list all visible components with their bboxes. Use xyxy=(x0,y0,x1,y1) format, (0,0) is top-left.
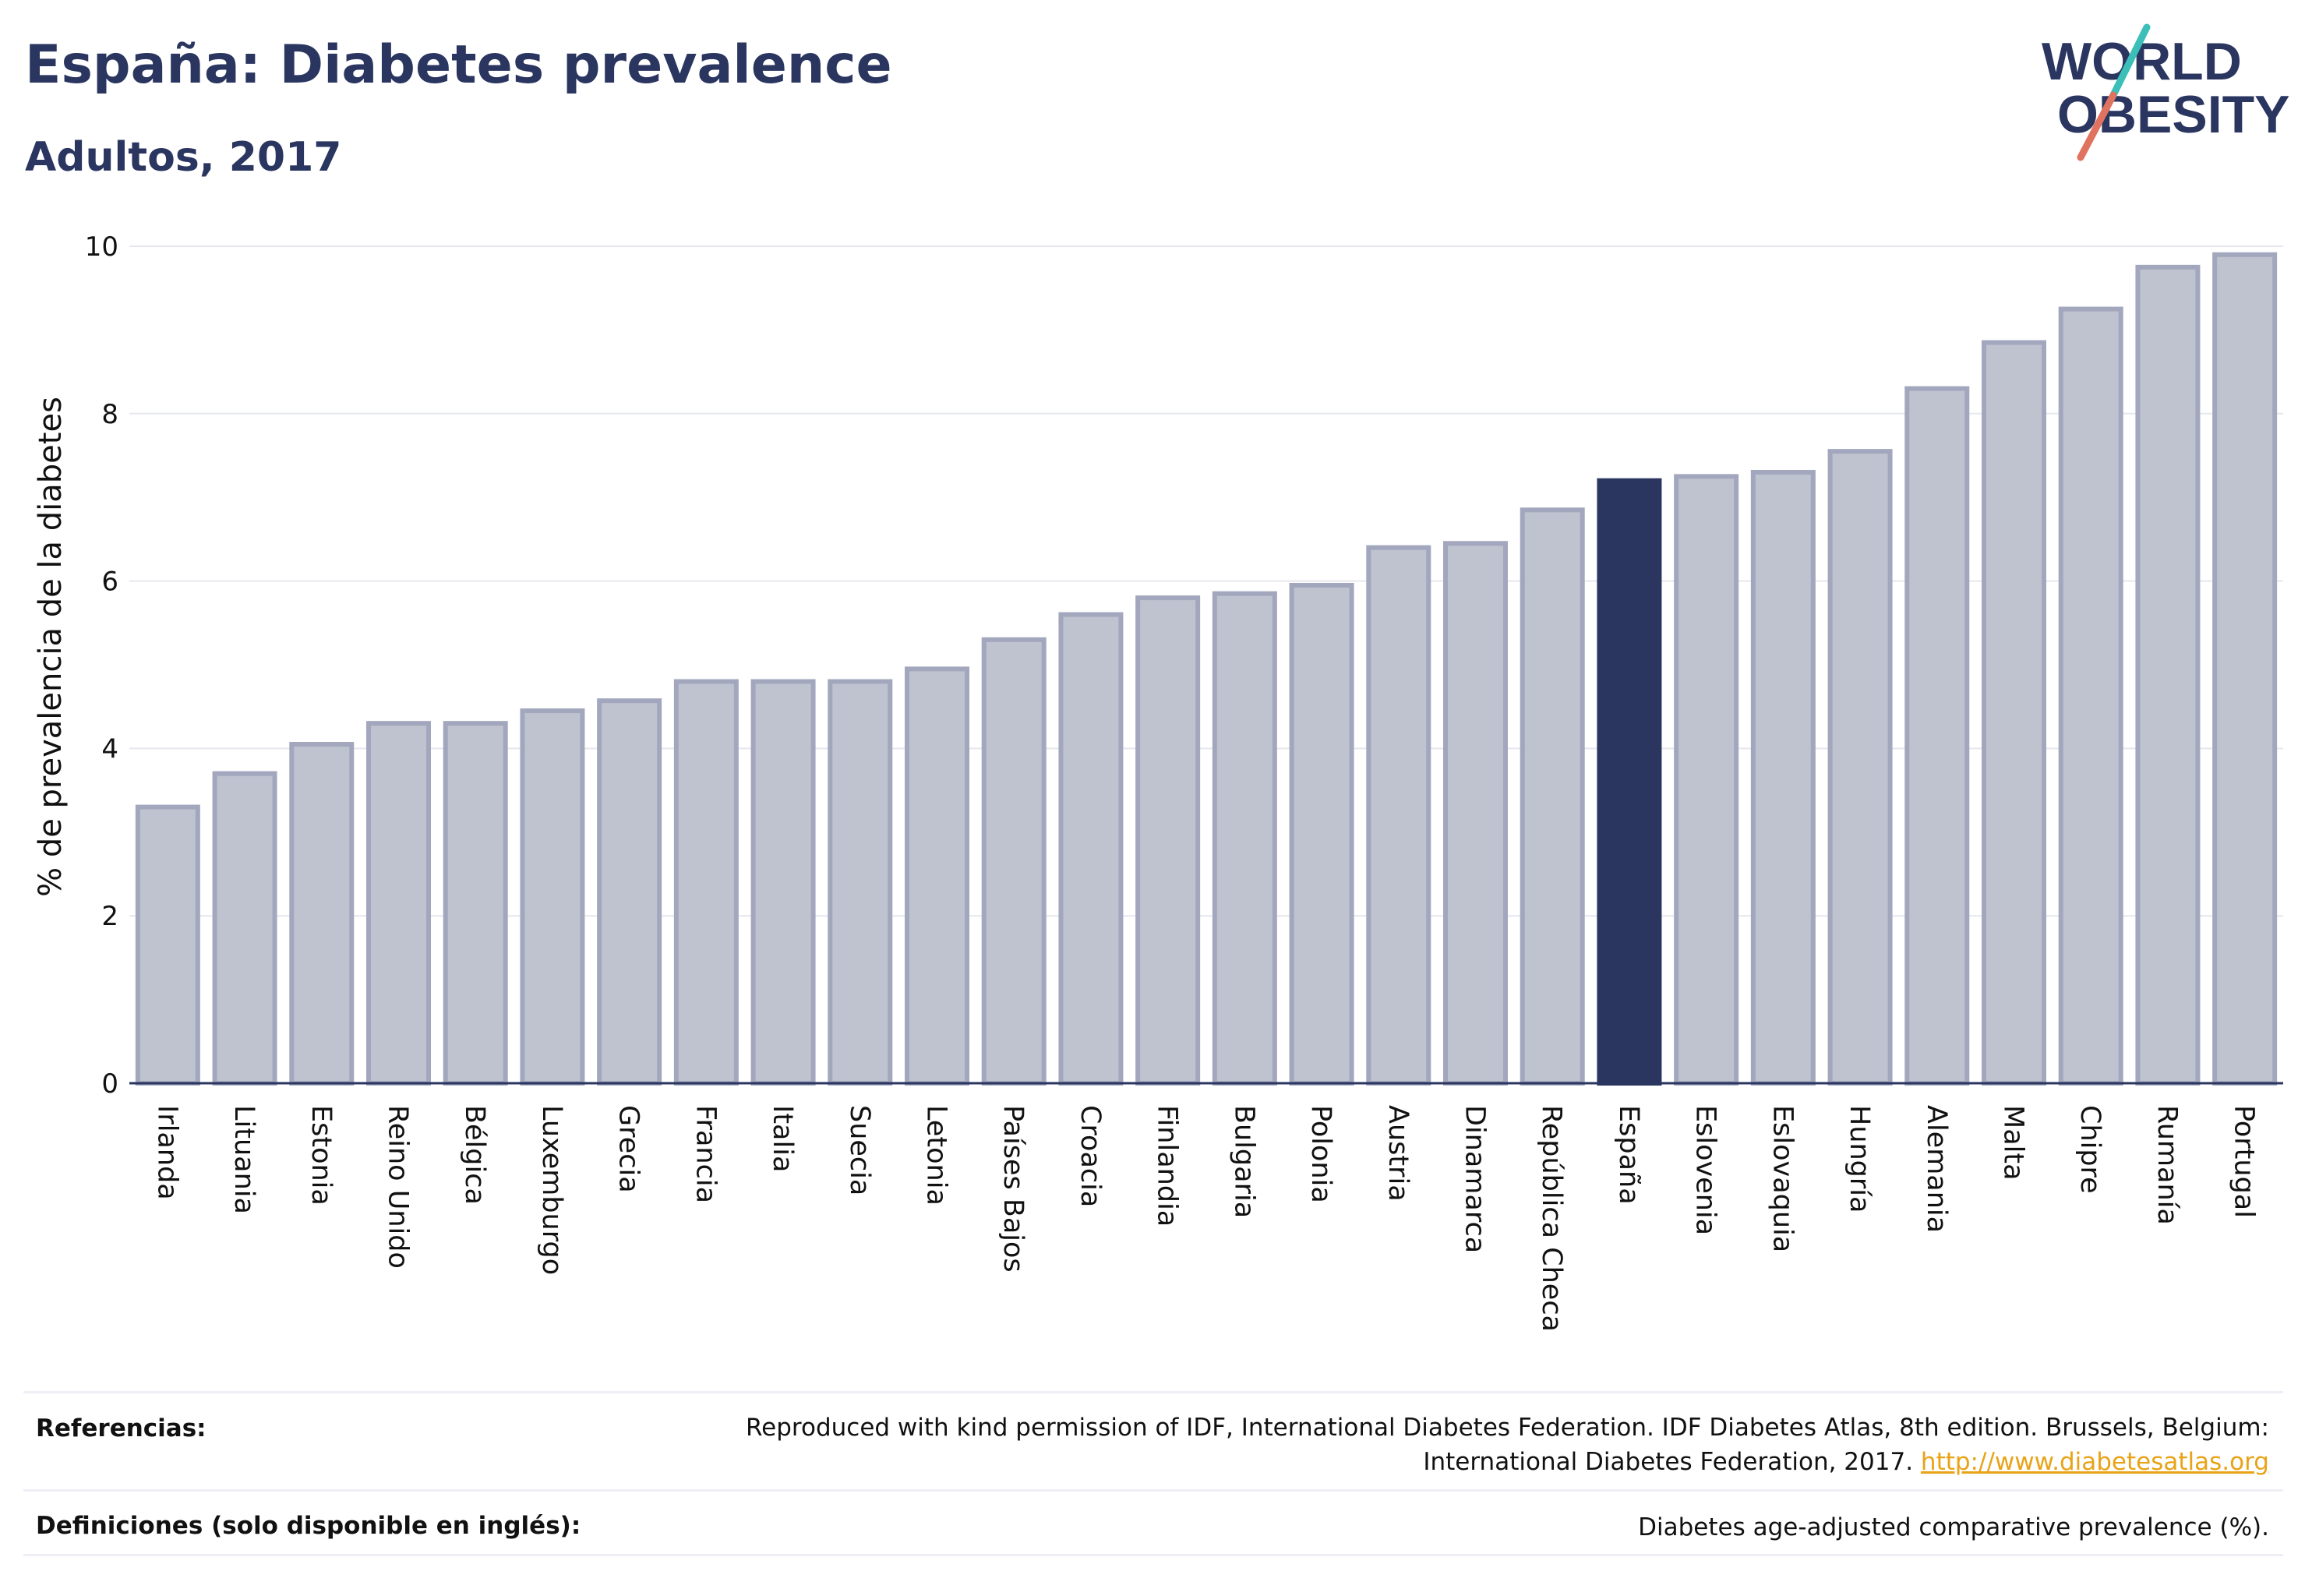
x-tick-label: España xyxy=(1613,1105,1644,1205)
x-tick-label: Lituania xyxy=(228,1105,259,1214)
x-tick-label: Eslovaquia xyxy=(1767,1105,1798,1252)
chart-title: España: Diabetes prevalence xyxy=(25,34,892,96)
x-tick-label: República Checa xyxy=(1536,1105,1567,1332)
y-tick-label: 4 xyxy=(101,733,118,764)
x-tick-label: Austria xyxy=(1382,1105,1414,1202)
x-tick-label: Letonia xyxy=(921,1105,952,1206)
bar-francia[interactable] xyxy=(673,679,739,1086)
bar-chart: 0 2 4 6 8 10 Irlanda Lituania Estonia Reino Unid… xyxy=(33,231,2283,1332)
x-tick-label: Luxemburgo xyxy=(536,1105,567,1275)
x-tick-label: Croacia xyxy=(1075,1105,1106,1207)
bar-bélgica[interactable] xyxy=(443,721,508,1086)
references-label: Referencias: xyxy=(36,1414,206,1442)
bar-luxemburgo[interactable] xyxy=(520,708,585,1086)
bar-estonia[interactable] xyxy=(289,742,355,1086)
x-tick-label: Alemania xyxy=(1921,1105,1952,1233)
y-tick-label: 2 xyxy=(101,901,118,932)
bar-países-bajos[interactable] xyxy=(981,637,1047,1086)
bar-eslovenia[interactable] xyxy=(1674,474,1739,1086)
references-text: Reproduced with kind permission of IDF, … xyxy=(633,1411,2269,1479)
x-tick-label: Portugal xyxy=(2229,1105,2260,1218)
x-tick-label: Bulgaria xyxy=(1228,1105,1259,1218)
bar-italia[interactable] xyxy=(750,679,816,1086)
x-tick-label: Eslovenia xyxy=(1690,1105,1721,1235)
x-tick-label: Estonia xyxy=(305,1105,337,1206)
bar-layer xyxy=(135,252,2278,1086)
x-tick-label: Irlanda xyxy=(151,1105,182,1200)
x-tick-label: Finlandia xyxy=(1152,1105,1183,1227)
bar-suecia[interactable] xyxy=(828,679,893,1086)
x-tick-label: Hungría xyxy=(1844,1105,1875,1213)
references-body: Reproduced with kind permission of IDF, … xyxy=(746,1414,2269,1476)
y-axis-label: % de prevalencia de la diabetes xyxy=(33,397,69,897)
y-tick-label: 8 xyxy=(101,399,118,430)
bar-grecia[interactable] xyxy=(597,698,662,1086)
y-tick-label: 6 xyxy=(101,567,118,598)
x-tick-label: Suecia xyxy=(844,1105,875,1195)
footer-divider-top xyxy=(23,1391,2283,1393)
bar-reino-unido[interactable] xyxy=(366,721,431,1086)
y-tick-labels: 0 2 4 6 8 10 xyxy=(85,231,118,1100)
bar-irlanda[interactable] xyxy=(135,804,200,1086)
logo-slash-top xyxy=(2109,23,2151,99)
bar-rumanía[interactable] xyxy=(2135,264,2201,1086)
bar-eslovaquia[interactable] xyxy=(1750,469,1816,1086)
bar-finlandia[interactable] xyxy=(1135,595,1201,1086)
y-tick-label: 10 xyxy=(85,231,118,263)
bar-austria[interactable] xyxy=(1366,545,1431,1086)
bar-portugal[interactable] xyxy=(2212,252,2278,1086)
bar-malta[interactable] xyxy=(1982,340,2046,1086)
x-tick-label: Dinamarca xyxy=(1460,1105,1491,1253)
references-link[interactable]: http://www.diabetesatlas.org xyxy=(1920,1448,2269,1476)
x-tick-label: Polonia xyxy=(1305,1105,1336,1203)
bar-bulgaria[interactable] xyxy=(1212,591,1277,1086)
x-tick-label: Francia xyxy=(690,1105,721,1203)
x-tick-labels: Irlanda Lituania Estonia Reino Unido Bélgica… xyxy=(151,1105,2259,1332)
bar-letonia[interactable] xyxy=(905,666,969,1086)
x-tick-label: Chipre xyxy=(2074,1105,2106,1194)
x-tick-label: Italia xyxy=(767,1105,798,1172)
bar-alemania[interactable] xyxy=(1904,386,1970,1086)
bar-chipre[interactable] xyxy=(2058,306,2123,1086)
world-obesity-logo: WORLD OBESITY xyxy=(2042,23,2290,161)
logo-slash-bottom xyxy=(2077,91,2117,161)
x-tick-label: Malta xyxy=(1998,1105,2029,1181)
bar-república-checa[interactable] xyxy=(1520,507,1585,1086)
y-tick-label: 0 xyxy=(101,1068,118,1100)
definitions-label: Definiciones (solo disponible en inglés)… xyxy=(36,1512,581,1540)
footer-divider-middle xyxy=(23,1489,2283,1492)
x-tick-label: Bélgica xyxy=(459,1105,490,1205)
definitions-text: Diabetes age-adjusted comparative preval… xyxy=(1638,1513,2269,1541)
x-tick-label: Grecia xyxy=(613,1105,644,1193)
x-tick-label: Rumanía xyxy=(2151,1105,2183,1225)
bar-hungría[interactable] xyxy=(1827,449,1893,1086)
footer-divider-bottom xyxy=(23,1554,2283,1556)
bar-lituania[interactable] xyxy=(212,771,277,1086)
bar-españa[interactable] xyxy=(1597,478,1662,1086)
x-tick-label: Países Bajos xyxy=(997,1105,1029,1273)
bar-polonia[interactable] xyxy=(1289,582,1354,1086)
bar-dinamarca[interactable] xyxy=(1443,541,1508,1086)
x-tick-label: Reino Unido xyxy=(383,1105,414,1269)
chart-subtitle: Adultos, 2017 xyxy=(25,134,342,181)
bar-croacia[interactable] xyxy=(1058,612,1124,1086)
